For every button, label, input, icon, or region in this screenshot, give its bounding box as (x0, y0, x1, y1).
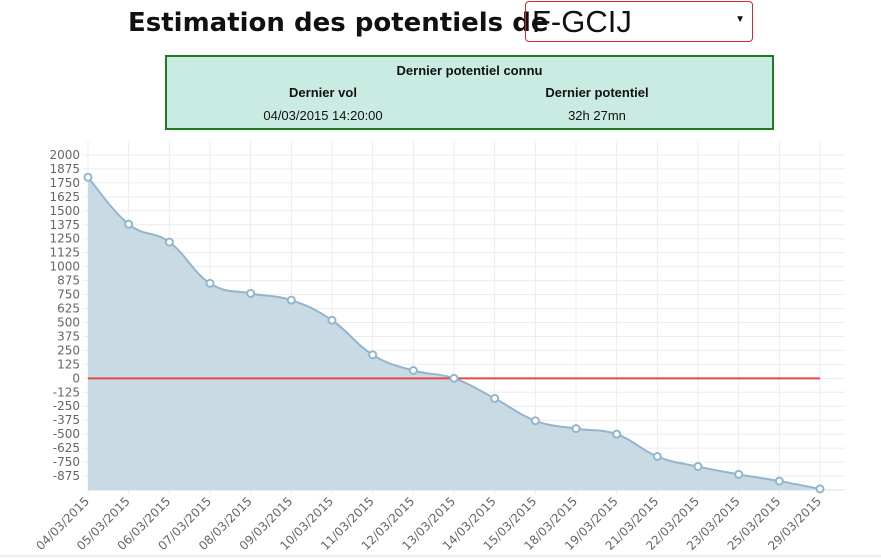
y-tick-label: -500 (53, 427, 80, 441)
y-tick-label: -375 (53, 413, 80, 427)
y-tick-label: -625 (53, 441, 80, 455)
point (286, 295, 296, 305)
column-value: 04/03/2015 14:20:00 (263, 108, 383, 123)
aircraft-select[interactable]: F-GCIJ ▼ (525, 1, 753, 42)
y-tick-label: 1500 (49, 204, 80, 218)
point (774, 476, 784, 486)
y-tick-label: 375 (57, 329, 80, 343)
area-fill (88, 177, 820, 490)
point (124, 219, 134, 229)
point (449, 373, 459, 383)
y-tick-label: 500 (57, 315, 80, 329)
select-arrow: ▼ (735, 14, 745, 25)
y-tick-label: 625 (57, 302, 80, 316)
point (83, 172, 93, 182)
point (490, 393, 500, 403)
y-tick-label: -125 (53, 385, 80, 399)
y-tick-label: 1750 (49, 176, 80, 190)
y-tick-label: -250 (53, 399, 80, 413)
column-value: 32h 27mn (568, 108, 626, 123)
page-title: Estimation des potentiels de (128, 8, 549, 38)
y-tick-label: 1375 (49, 218, 80, 232)
column-header: Dernier potentiel (545, 85, 649, 100)
select-value: F-GCIJ (532, 4, 632, 39)
y-tick-label: 1125 (49, 246, 80, 260)
y-tick-label: -750 (53, 455, 80, 469)
y-tick-label: 2000 (49, 148, 80, 162)
y-tick-label: 125 (57, 357, 80, 371)
point (327, 315, 337, 325)
info-box: Dernier potentiel connu Dernier vol Dern… (165, 55, 774, 130)
point (612, 429, 622, 439)
info-title: Dernier potentiel connu (396, 63, 543, 78)
y-tick-label: 875 (57, 274, 80, 288)
y-tick-label: 1000 (49, 260, 80, 274)
point (164, 237, 174, 247)
point (652, 451, 662, 461)
point (246, 288, 256, 298)
y-tick-label: 250 (57, 343, 80, 357)
y-tick-label: 1250 (49, 232, 80, 246)
y-tick-label: -875 (53, 469, 80, 483)
point (368, 350, 378, 360)
y-tick-label: 750 (57, 288, 80, 302)
point (815, 484, 825, 494)
column-header: Dernier vol (289, 85, 357, 100)
point (693, 462, 703, 472)
y-tick-label: 1875 (49, 162, 80, 176)
point (408, 366, 418, 376)
point (734, 469, 744, 479)
y-tick-label: 0 (72, 371, 80, 385)
point (571, 424, 581, 434)
point (205, 278, 215, 288)
point (530, 416, 540, 426)
y-tick-label: 1625 (49, 190, 80, 204)
